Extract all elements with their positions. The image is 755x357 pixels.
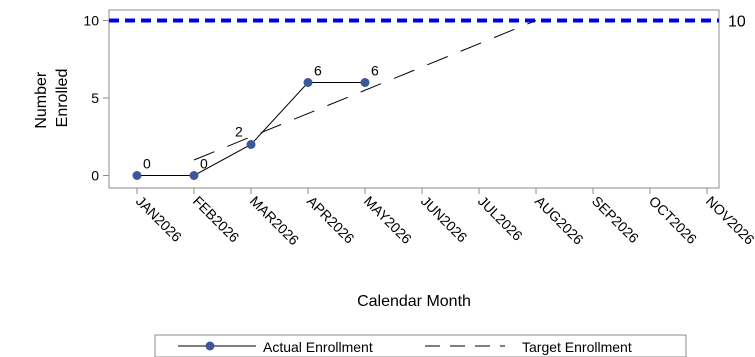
y-axis-label-line-1: Number <box>33 71 50 129</box>
reference-line-group: 10 <box>109 14 746 31</box>
actual-enrollment-marker <box>303 78 313 87</box>
y-axis-label-line-2: Enrolled <box>54 69 71 128</box>
x-tick-label: APR2026 <box>304 193 358 247</box>
target-enrollment-line <box>193 20 537 161</box>
actual-enrollment-marker <box>360 78 370 87</box>
y-tick-label: 5 <box>91 90 99 106</box>
legend-target-label: Target Enrollment <box>522 339 632 355</box>
actual-enrollment-marker <box>189 171 199 180</box>
y-tick-label: 10 <box>83 13 99 29</box>
actual-enrollment-line <box>137 82 365 176</box>
y-axis: 05101520 <box>83 13 109 184</box>
y-axis-label: Number Enrolled <box>33 67 71 128</box>
legend-frame <box>154 334 687 357</box>
plot-frame <box>108 9 720 189</box>
actual-enrollment-data-label: 0 <box>143 156 151 172</box>
x-tick-label: MAR2026 <box>247 193 302 248</box>
x-tick-label: MAY2026 <box>361 193 415 247</box>
actual-enrollment-marker <box>246 140 256 149</box>
x-tick-label: FEB2026 <box>190 193 243 246</box>
actual-enrollment-data-label: 2 <box>235 124 243 140</box>
x-tick-label: JUL2026 <box>475 193 526 244</box>
actual-enrollment-data-label: 0 <box>200 156 208 172</box>
actual-enrollment-marker <box>132 171 142 180</box>
reference-line-label: 10 <box>728 14 746 31</box>
x-axis-label: Calendar Month <box>357 293 471 310</box>
x-tick-label: NOV2026 <box>703 193 755 248</box>
series-group: 0 0 2 6 6 <box>132 20 537 180</box>
y-tick-label: 0 <box>91 168 99 184</box>
legend-actual-marker <box>205 341 215 351</box>
actual-enrollment-data-label: 6 <box>314 63 322 79</box>
x-tick-label: JAN2026 <box>133 193 185 245</box>
x-axis: JAN2026 FEB2026 MAR2026 APR2026 MAY2026 JUN20… <box>133 188 755 248</box>
actual-enrollment-data-label: 6 <box>371 63 379 79</box>
legend: Actual Enrollment Target Enrollment <box>154 334 687 357</box>
x-tick-label: JUN2026 <box>418 193 471 246</box>
x-tick-label: AUG2026 <box>532 193 587 248</box>
legend-actual-label: Actual Enrollment <box>263 339 373 355</box>
x-tick-label: OCT2026 <box>646 193 700 247</box>
x-tick-label: SEP2026 <box>589 193 642 246</box>
